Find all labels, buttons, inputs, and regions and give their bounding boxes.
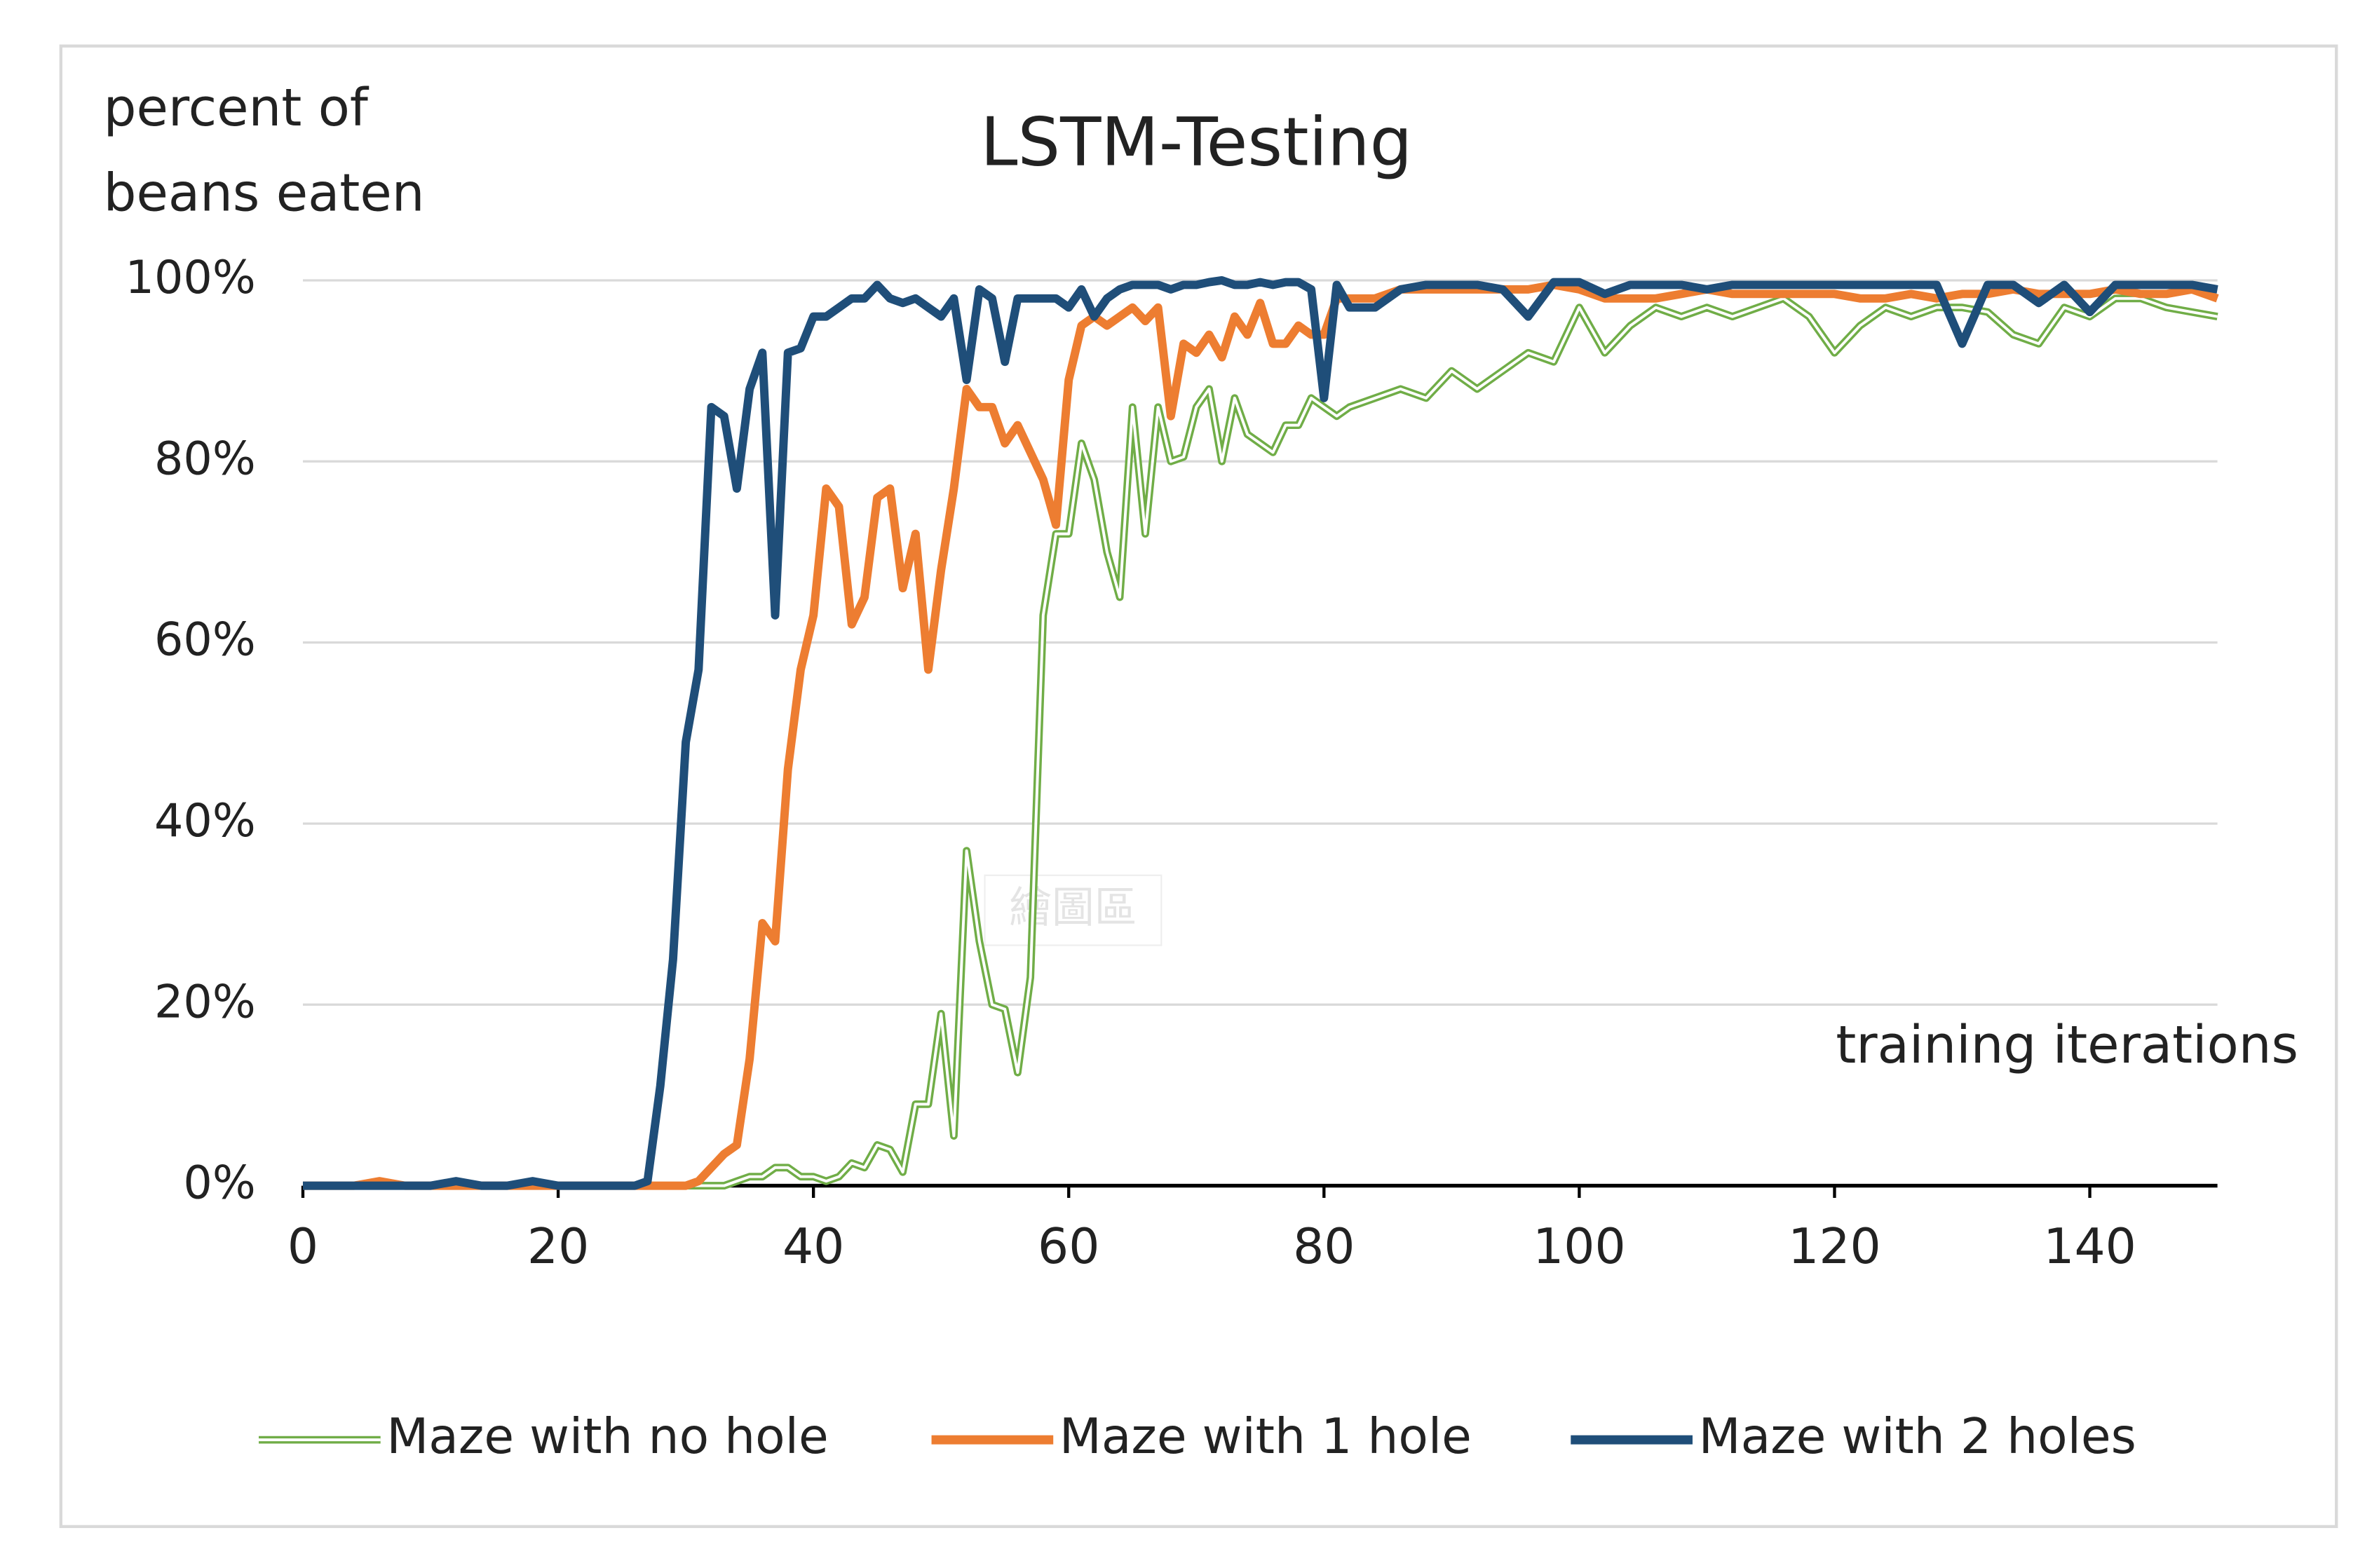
y-tick-label: 100%	[126, 252, 256, 304]
x-tick-label: 100	[1533, 1219, 1626, 1275]
series-line	[302, 275, 2218, 1190]
legend-label: Maze with no hole	[386, 1409, 828, 1465]
y-axis-title: percent of	[104, 78, 370, 138]
x-tick-label: 80	[1293, 1219, 1355, 1275]
x-tick-label: 60	[1038, 1219, 1099, 1275]
x-tick-label: 0	[287, 1219, 318, 1275]
chart-title: LSTM-Testing	[980, 102, 1412, 181]
x-axis-title: training iterations	[1836, 1015, 2298, 1075]
x-tick-label: 140	[2043, 1219, 2136, 1275]
y-tick-label: 40%	[154, 795, 256, 847]
chart-frame	[59, 44, 2338, 1529]
x-tick-label: 40	[782, 1219, 844, 1275]
x-tick-label: 20	[527, 1219, 589, 1275]
y-tick-label: 20%	[154, 976, 256, 1028]
watermark-box	[984, 874, 1163, 946]
x-tick-label: 120	[1788, 1219, 1881, 1275]
y-tick-label: 60%	[154, 614, 256, 667]
series-line	[302, 280, 2219, 1190]
watermark: 繪圖區	[1009, 883, 1137, 932]
legend-label: Maze with 2 holes	[1699, 1409, 2136, 1465]
y-tick-label: 80%	[154, 432, 256, 485]
y-axis-title: beans eaten	[104, 163, 425, 224]
y-tick-label: 0%	[183, 1157, 255, 1210]
legend-label: Maze with 1 hole	[1059, 1409, 1472, 1465]
